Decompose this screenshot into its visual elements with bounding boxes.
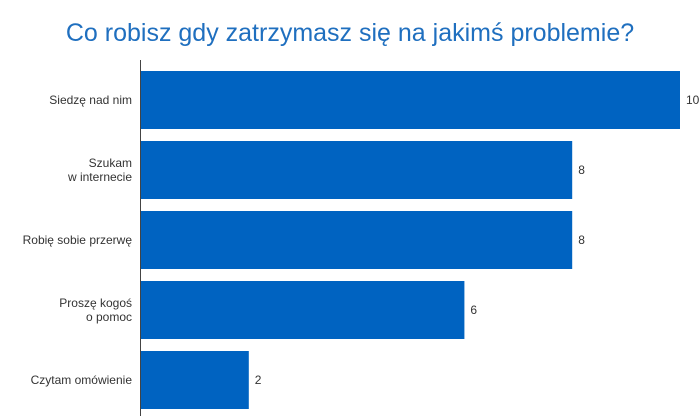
category-label-2: Robię sobie przerwę (23, 233, 133, 247)
category-label-0: Siedzę nad nim (49, 93, 132, 107)
value-label-2: 8 (578, 233, 585, 247)
chart-title: Co robisz gdy zatrzymasz się na jakimś p… (66, 19, 634, 47)
category-label-3: Proszę kogoś o pomoc (59, 296, 132, 324)
bar-2 (141, 211, 573, 269)
bar-1 (141, 141, 573, 199)
value-labels: 10 8 8 6 2 (255, 93, 700, 387)
value-label-0: 10 (686, 93, 700, 107)
category-label-4: Czytam omówienie (31, 373, 133, 387)
bar-4 (141, 351, 249, 409)
bar-3 (141, 281, 465, 339)
category-label-1: Szukam w internecie (67, 156, 132, 184)
bar-0 (141, 71, 680, 129)
value-label-4: 2 (255, 373, 262, 387)
value-label-1: 8 (578, 163, 585, 177)
category-labels: Siedzę nad nim Szukam w internecie Robię so… (23, 93, 133, 387)
bars-group (141, 71, 680, 409)
value-label-3: 6 (470, 303, 477, 317)
